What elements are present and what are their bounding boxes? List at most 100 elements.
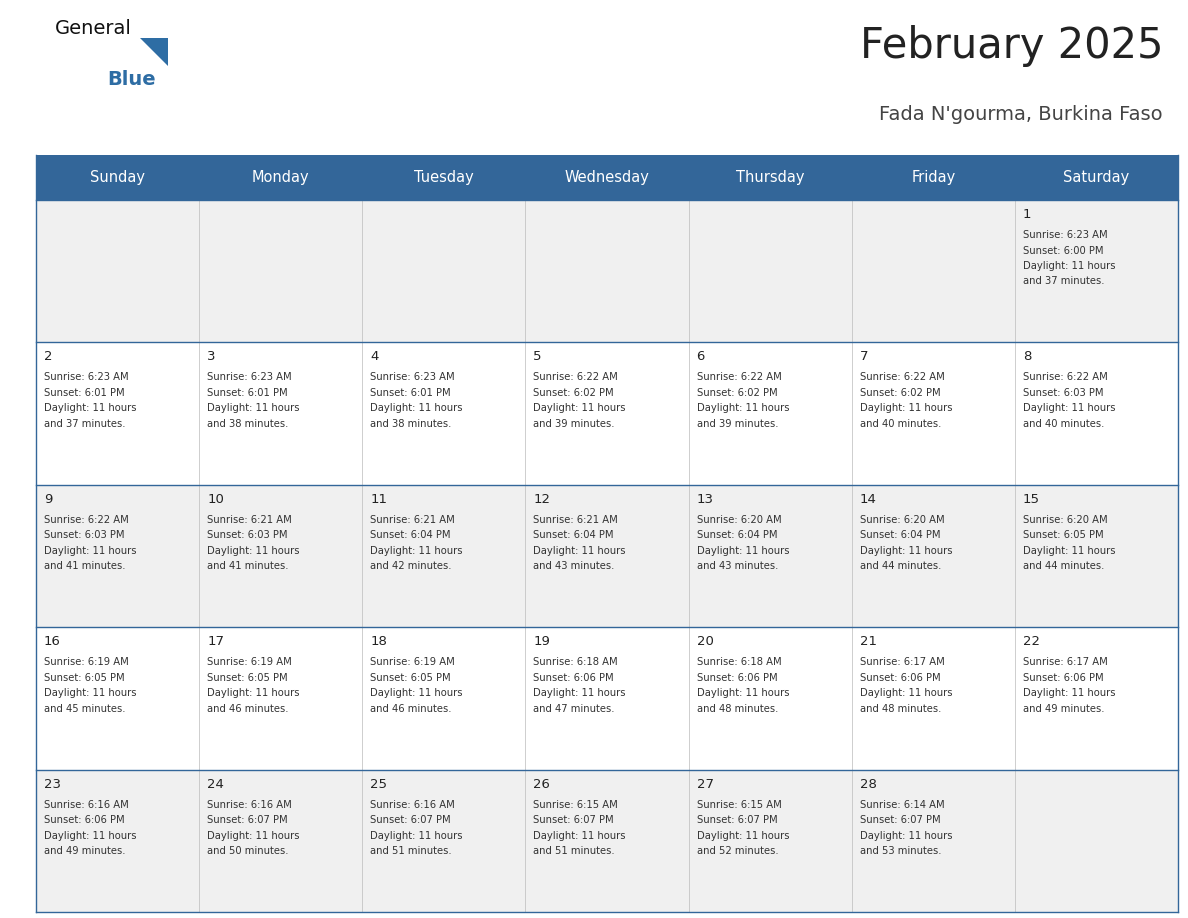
Text: and 44 minutes.: and 44 minutes. <box>1023 561 1104 571</box>
Text: Sunset: 6:07 PM: Sunset: 6:07 PM <box>696 815 777 825</box>
Text: Daylight: 11 hours: Daylight: 11 hours <box>860 688 953 699</box>
Bar <box>36 155 1178 200</box>
Text: and 41 minutes.: and 41 minutes. <box>207 561 289 571</box>
Text: Daylight: 11 hours: Daylight: 11 hours <box>44 403 137 413</box>
Text: Sunset: 6:06 PM: Sunset: 6:06 PM <box>696 673 777 683</box>
Text: Daylight: 11 hours: Daylight: 11 hours <box>533 546 626 555</box>
Text: Sunset: 6:04 PM: Sunset: 6:04 PM <box>860 531 940 541</box>
Text: 27: 27 <box>696 778 714 790</box>
Text: Blue: Blue <box>107 70 156 89</box>
Bar <box>36 627 1178 769</box>
Text: Daylight: 11 hours: Daylight: 11 hours <box>371 688 463 699</box>
Text: and 40 minutes.: and 40 minutes. <box>860 419 941 429</box>
Text: Daylight: 11 hours: Daylight: 11 hours <box>533 831 626 841</box>
Text: Daylight: 11 hours: Daylight: 11 hours <box>860 546 953 555</box>
Text: and 44 minutes.: and 44 minutes. <box>860 561 941 571</box>
Text: 4: 4 <box>371 351 379 364</box>
Text: 6: 6 <box>696 351 704 364</box>
Text: Sunrise: 6:22 AM: Sunrise: 6:22 AM <box>44 515 128 525</box>
Text: 2: 2 <box>44 351 52 364</box>
Text: Sunrise: 6:23 AM: Sunrise: 6:23 AM <box>371 373 455 383</box>
Text: and 53 minutes.: and 53 minutes. <box>860 846 941 856</box>
Text: Sunset: 6:07 PM: Sunset: 6:07 PM <box>371 815 451 825</box>
Text: 1: 1 <box>1023 208 1031 221</box>
Text: 25: 25 <box>371 778 387 790</box>
Text: Sunset: 6:05 PM: Sunset: 6:05 PM <box>371 673 451 683</box>
Text: Sunrise: 6:20 AM: Sunrise: 6:20 AM <box>860 515 944 525</box>
Text: and 46 minutes.: and 46 minutes. <box>207 704 289 713</box>
Text: Sunset: 6:04 PM: Sunset: 6:04 PM <box>533 531 614 541</box>
Text: Sunrise: 6:19 AM: Sunrise: 6:19 AM <box>207 657 292 667</box>
Text: February 2025: February 2025 <box>859 25 1163 67</box>
Text: and 51 minutes.: and 51 minutes. <box>371 846 451 856</box>
Text: and 45 minutes.: and 45 minutes. <box>44 704 126 713</box>
Text: Sunset: 6:03 PM: Sunset: 6:03 PM <box>44 531 125 541</box>
Text: and 39 minutes.: and 39 minutes. <box>533 419 615 429</box>
Text: Daylight: 11 hours: Daylight: 11 hours <box>371 546 463 555</box>
Text: and 37 minutes.: and 37 minutes. <box>1023 276 1105 286</box>
Text: Wednesday: Wednesday <box>564 170 650 185</box>
Text: Daylight: 11 hours: Daylight: 11 hours <box>371 403 463 413</box>
Text: and 50 minutes.: and 50 minutes. <box>207 846 289 856</box>
Text: 21: 21 <box>860 635 877 648</box>
Text: Sunrise: 6:22 AM: Sunrise: 6:22 AM <box>860 373 944 383</box>
Text: Sunset: 6:05 PM: Sunset: 6:05 PM <box>1023 531 1104 541</box>
Text: Daylight: 11 hours: Daylight: 11 hours <box>1023 261 1116 271</box>
Text: Sunset: 6:06 PM: Sunset: 6:06 PM <box>44 815 125 825</box>
Text: Friday: Friday <box>911 170 955 185</box>
Text: Daylight: 11 hours: Daylight: 11 hours <box>44 546 137 555</box>
Text: Sunrise: 6:18 AM: Sunrise: 6:18 AM <box>696 657 782 667</box>
Text: Fada N'gourma, Burkina Faso: Fada N'gourma, Burkina Faso <box>879 105 1163 124</box>
Text: and 49 minutes.: and 49 minutes. <box>1023 704 1105 713</box>
Bar <box>36 200 1178 342</box>
Text: Sunset: 6:06 PM: Sunset: 6:06 PM <box>860 673 941 683</box>
Text: Sunset: 6:05 PM: Sunset: 6:05 PM <box>207 673 287 683</box>
Text: Daylight: 11 hours: Daylight: 11 hours <box>207 403 299 413</box>
Text: 23: 23 <box>44 778 61 790</box>
Text: Thursday: Thursday <box>735 170 804 185</box>
Text: 17: 17 <box>207 635 225 648</box>
Text: 9: 9 <box>44 493 52 506</box>
Text: Monday: Monday <box>252 170 310 185</box>
Text: and 46 minutes.: and 46 minutes. <box>371 704 451 713</box>
Text: 5: 5 <box>533 351 542 364</box>
Text: Sunset: 6:01 PM: Sunset: 6:01 PM <box>44 388 125 397</box>
Text: Daylight: 11 hours: Daylight: 11 hours <box>207 546 299 555</box>
Text: and 42 minutes.: and 42 minutes. <box>371 561 451 571</box>
Text: 3: 3 <box>207 351 216 364</box>
Text: and 47 minutes.: and 47 minutes. <box>533 704 615 713</box>
Text: Daylight: 11 hours: Daylight: 11 hours <box>696 831 789 841</box>
Text: 20: 20 <box>696 635 714 648</box>
Text: Sunrise: 6:16 AM: Sunrise: 6:16 AM <box>371 800 455 810</box>
Text: Sunset: 6:01 PM: Sunset: 6:01 PM <box>371 388 451 397</box>
Text: Daylight: 11 hours: Daylight: 11 hours <box>1023 403 1116 413</box>
Text: Sunrise: 6:22 AM: Sunrise: 6:22 AM <box>533 373 618 383</box>
Text: 28: 28 <box>860 778 877 790</box>
Text: Sunrise: 6:22 AM: Sunrise: 6:22 AM <box>696 373 782 383</box>
Text: 7: 7 <box>860 351 868 364</box>
Text: Sunrise: 6:21 AM: Sunrise: 6:21 AM <box>207 515 292 525</box>
Bar <box>36 485 1178 627</box>
Text: and 38 minutes.: and 38 minutes. <box>207 419 289 429</box>
Text: Daylight: 11 hours: Daylight: 11 hours <box>860 831 953 841</box>
Text: Sunrise: 6:16 AM: Sunrise: 6:16 AM <box>207 800 292 810</box>
Text: Daylight: 11 hours: Daylight: 11 hours <box>696 403 789 413</box>
Text: and 48 minutes.: and 48 minutes. <box>696 704 778 713</box>
Text: Daylight: 11 hours: Daylight: 11 hours <box>207 688 299 699</box>
Polygon shape <box>140 38 168 66</box>
Text: Sunrise: 6:17 AM: Sunrise: 6:17 AM <box>1023 657 1107 667</box>
Text: Sunrise: 6:23 AM: Sunrise: 6:23 AM <box>1023 230 1107 240</box>
Text: Sunset: 6:04 PM: Sunset: 6:04 PM <box>371 531 450 541</box>
Text: Sunrise: 6:15 AM: Sunrise: 6:15 AM <box>533 800 618 810</box>
Text: 18: 18 <box>371 635 387 648</box>
Text: 16: 16 <box>44 635 61 648</box>
Text: Daylight: 11 hours: Daylight: 11 hours <box>860 403 953 413</box>
Text: and 43 minutes.: and 43 minutes. <box>696 561 778 571</box>
Text: Sunset: 6:02 PM: Sunset: 6:02 PM <box>696 388 777 397</box>
Text: Daylight: 11 hours: Daylight: 11 hours <box>371 831 463 841</box>
Text: Sunset: 6:05 PM: Sunset: 6:05 PM <box>44 673 125 683</box>
Text: 24: 24 <box>207 778 225 790</box>
Text: General: General <box>55 19 132 38</box>
Text: Sunset: 6:01 PM: Sunset: 6:01 PM <box>207 388 287 397</box>
Text: Sunrise: 6:23 AM: Sunrise: 6:23 AM <box>207 373 292 383</box>
